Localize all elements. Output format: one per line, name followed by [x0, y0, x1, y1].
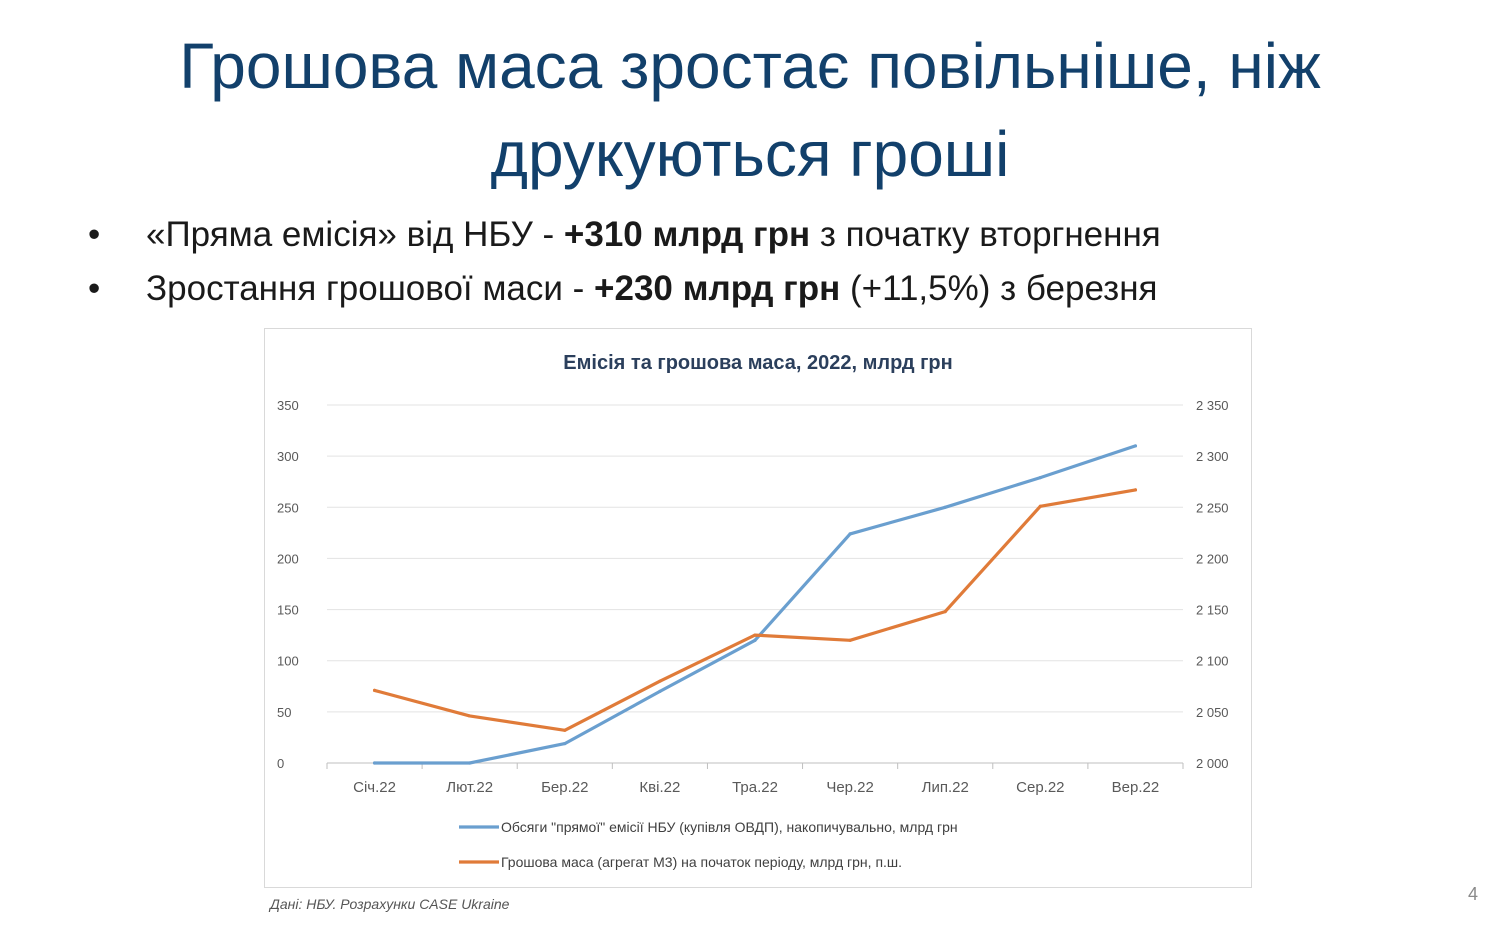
y-right-tick-label: 2 350	[1196, 398, 1229, 413]
y-right-tick-label: 2 250	[1196, 500, 1229, 515]
line-chart: Емісія та грошова маса, 2022, млрд грн 0…	[277, 352, 1229, 870]
data-point	[1133, 488, 1138, 492]
x-tick-label: Сер.22	[1016, 779, 1064, 796]
data-point	[943, 610, 947, 614]
y-right-tick-label: 2 000	[1196, 756, 1229, 771]
data-point	[468, 714, 472, 718]
y-left-tick-label: 250	[277, 500, 299, 515]
bullet-text-pre: Зростання грошової маси -	[146, 269, 595, 308]
data-point	[753, 638, 757, 642]
data-point	[372, 688, 377, 692]
bullet-item-money-supply: • Зростання грошової маси - +230 млрд гр…	[88, 264, 1468, 318]
y-left-tick-label: 0	[277, 756, 284, 771]
series-line-1	[372, 444, 1138, 765]
bullet-text-bold: +230 млрд грн	[594, 269, 841, 308]
data-point	[372, 761, 377, 765]
x-tick-label: Січ.22	[353, 779, 396, 796]
bullet-text-pre: «Пряма емісія» від НБУ -	[146, 215, 564, 254]
chart-container: Емісія та грошова маса, 2022, млрд грн 0…	[264, 328, 1252, 888]
y-left-tick-label: 300	[277, 449, 299, 464]
page-number: 4	[1467, 884, 1478, 904]
data-point	[848, 638, 852, 642]
y-right-tick-label: 2 200	[1196, 551, 1229, 566]
legend-entry: Обсяги "прямої" емісії НБУ (купівля ОВДП…	[501, 819, 958, 835]
data-point	[563, 728, 567, 732]
data-point	[658, 679, 662, 683]
bullet-dot-icon: •	[88, 215, 101, 254]
y-left-tick-label: 50	[277, 705, 291, 720]
bullet-dot-icon: •	[88, 269, 101, 308]
bullet-list: • «Пряма емісія» від НБУ - +310 млрд грн…	[88, 210, 1468, 318]
bullet-text-post: (+11,5%) з березня	[840, 269, 1158, 308]
bullet-text-bold: +310 млрд грн	[563, 215, 811, 254]
chart-title: Емісія та грошова маса, 2022, млрд грн	[563, 352, 952, 374]
data-point	[848, 532, 852, 536]
data-point	[1038, 504, 1042, 508]
x-tick-label: Тра.22	[732, 779, 778, 796]
data-point	[1133, 444, 1138, 448]
slide-title: Грошова маса зростає повільніше, ніж дру…	[0, 22, 1500, 198]
y-right-tick-label: 2 050	[1196, 705, 1229, 720]
data-point	[943, 505, 947, 509]
x-tick-label: Кві.22	[639, 779, 680, 796]
y-right-tick-label: 2 300	[1196, 449, 1229, 464]
y-left-tick-label: 100	[277, 654, 299, 669]
source-note: Дані: НБУ. Розрахунки CASE Ukraine	[270, 896, 510, 912]
x-tick-label: Лют.22	[446, 779, 493, 796]
x-tick-label: Бер.22	[541, 779, 588, 796]
data-point	[753, 633, 757, 637]
y-left-tick-label: 200	[277, 551, 299, 566]
series-line-2	[372, 488, 1138, 732]
x-tick-label: Вер.22	[1112, 779, 1160, 796]
data-point	[1038, 476, 1042, 480]
legend-entry: Грошова маса (агрегат М3) на початок пер…	[501, 854, 902, 870]
slide-title-line-1: Грошова маса зростає повільніше, ніж	[179, 30, 1321, 102]
y-left-tick-label: 350	[277, 398, 299, 413]
slide-title-line-2: друкуються гроші	[490, 118, 1010, 190]
bullet-text-post: з початку вторгнення	[810, 215, 1161, 254]
data-point	[563, 741, 567, 746]
y-left-tick-label: 150	[277, 603, 299, 618]
bullet-item-emission: • «Пряма емісія» від НБУ - +310 млрд грн…	[88, 210, 1468, 264]
x-tick-label: Лип.22	[922, 779, 969, 796]
y-right-tick-label: 2 150	[1196, 603, 1229, 618]
data-point	[468, 761, 472, 765]
data-point	[658, 689, 662, 693]
x-tick-label: Чер.22	[826, 779, 874, 796]
y-right-tick-label: 2 100	[1196, 654, 1229, 669]
